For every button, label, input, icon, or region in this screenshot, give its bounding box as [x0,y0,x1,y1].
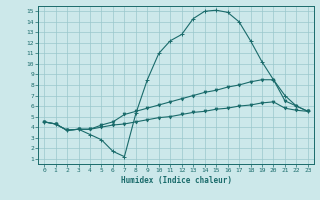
X-axis label: Humidex (Indice chaleur): Humidex (Indice chaleur) [121,176,231,185]
